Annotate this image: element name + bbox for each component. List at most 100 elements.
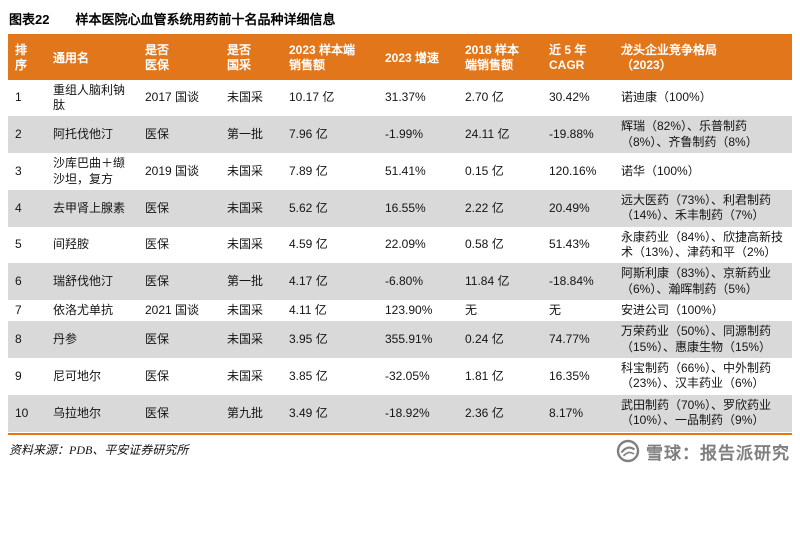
cell-procurement: 第一批 <box>227 127 264 142</box>
data-source: 资料来源：PDB、平安证券研究所 <box>9 442 189 457</box>
cell-insurance: 医保 <box>145 368 170 383</box>
cell-sales_2023: 3.95 亿 <box>289 332 328 347</box>
table-header-row: 排 序通用名 是否 医保 是否 国采 2023 样本端 销售额 2023 增速 2018 … <box>8 37 792 80</box>
table-row: 10 乌拉地尔 医保 第九批 3.49 亿 -18.92% 2.36 亿 8.17% 武田制药（… <box>8 394 792 432</box>
xueqiu-logo-icon <box>616 439 640 463</box>
cell-generic_name: 去甲肾上腺素 <box>53 200 126 215</box>
cell-competition: 辉瑞（82%）、乐普制药（8%）、齐鲁制药（8%） <box>621 119 758 149</box>
cell-sales_2018: 无 <box>465 303 478 318</box>
cell-growth_2023: 31.37% <box>385 90 426 105</box>
column-header-growth_2023: 2023 增速 <box>378 37 458 80</box>
cell-generic_name: 依洛尤单抗 <box>53 303 114 318</box>
cell-rank: 8 <box>15 332 22 347</box>
cell-cagr_5y: 74.77% <box>549 332 590 347</box>
cell-rank: 1 <box>15 90 22 105</box>
cell-generic_name: 丹参 <box>53 332 78 347</box>
cell-procurement: 未国采 <box>227 303 264 318</box>
cell-procurement: 未国采 <box>227 163 264 178</box>
cell-rank: 9 <box>15 368 22 383</box>
cell-competition: 诺迪康（100%） <box>621 90 712 105</box>
cell-cagr_5y: 20.49% <box>549 200 590 215</box>
cell-competition: 万荣药业（50%）、同源制药（15%）、惠康生物（15%） <box>621 324 772 354</box>
column-header-generic_name: 通用名 <box>46 37 138 80</box>
cell-sales_2023: 3.85 亿 <box>289 368 328 383</box>
cell-competition: 永康药业（84%）、欣捷高新技术（13%）、津药和平（2%） <box>621 229 784 259</box>
column-header-sales_2018: 2018 样本 端销售额 <box>458 37 542 80</box>
table-row: 3 沙库巴曲＋缬沙坦，复方 2019 国谈 未国采 7.89 亿 51.41% 0.15 亿… <box>8 153 792 190</box>
cell-rank: 6 <box>15 273 22 288</box>
cell-insurance: 医保 <box>145 405 170 420</box>
cell-generic_name: 瑞舒伐他汀 <box>53 273 114 288</box>
cell-growth_2023: 123.90% <box>385 303 433 318</box>
column-header-procurement: 是否 国采 <box>220 37 282 80</box>
cell-sales_2018: 0.58 亿 <box>465 237 504 252</box>
cell-competition: 诺华（100%） <box>621 163 700 178</box>
cell-cagr_5y: -19.88% <box>549 127 594 142</box>
cell-generic_name: 重组人脑利钠肽 <box>53 82 126 113</box>
table-row: 2 阿托伐他汀 医保 第一批 7.96 亿 -1.99% 24.11 亿 -19.88% 辉瑞（… <box>8 116 792 154</box>
cell-insurance: 医保 <box>145 273 170 288</box>
cell-competition: 科宝制药（66%）、中外制药（23%）、汉丰药业（6%） <box>621 361 772 391</box>
cell-sales_2023: 7.89 亿 <box>289 163 328 178</box>
table-row: 1 重组人脑利钠肽 2017 国谈 未国采 10.17 亿 31.37% 2.70 亿 30.… <box>8 79 792 117</box>
figure-title-text: 样本医院心血管系统用药前十名品种详细信息 <box>75 12 336 27</box>
cell-insurance: 医保 <box>145 200 170 215</box>
cell-generic_name: 阿托伐他汀 <box>53 127 114 142</box>
table-row: 9 尼可地尔 医保 未国采 3.85 亿 -32.05% 1.81 亿 16.35% 科宝制药（… <box>8 358 792 395</box>
cell-growth_2023: 16.55% <box>385 200 426 215</box>
cell-rank: 4 <box>15 200 22 215</box>
cell-insurance: 2017 国谈 <box>145 90 200 105</box>
cell-cagr_5y: 51.43% <box>549 237 590 252</box>
cell-growth_2023: -1.99% <box>385 127 424 142</box>
cell-insurance: 医保 <box>145 332 170 347</box>
cell-sales_2023: 4.17 亿 <box>289 273 328 288</box>
cell-competition: 远大医药（73%）、利君制药（14%）、禾丰制药（7%） <box>621 192 772 223</box>
cell-generic_name: 乌拉地尔 <box>53 405 102 420</box>
figure-title: 图表22 样本医院心血管系统用药前十名品种详细信息 <box>8 5 792 34</box>
table-row: 7 依洛尤单抗 2021 国谈 未国采 4.11 亿 123.90% 无 无 安进公司（100%… <box>8 300 792 322</box>
cell-competition: 阿斯利康（83%）、京新药业（6%）、瀚晖制药（5%） <box>621 266 772 296</box>
cell-sales_2018: 1.81 亿 <box>465 368 504 383</box>
cell-competition: 安进公司（100%） <box>621 303 724 318</box>
cell-rank: 10 <box>15 405 29 420</box>
cell-rank: 5 <box>15 237 22 252</box>
table-row: 5 间羟胺 医保 未国采 4.59 亿 22.09% 0.58 亿 51.43% 永康药业（84… <box>8 226 792 264</box>
cell-sales_2018: 11.84 亿 <box>465 273 510 288</box>
cell-generic_name: 间羟胺 <box>53 237 90 252</box>
cell-sales_2018: 2.36 亿 <box>465 405 504 420</box>
cell-insurance: 医保 <box>145 237 170 252</box>
table-row: 6 瑞舒伐他汀 医保 第一批 4.17 亿 -6.80% 11.84 亿 -18.84% 阿斯利… <box>8 263 792 301</box>
cell-cagr_5y: 无 <box>549 303 562 318</box>
cell-competition: 武田制药（70%）、罗欣药业（10%）、一品制药（9%） <box>621 397 772 428</box>
cell-growth_2023: -18.92% <box>385 405 430 420</box>
cell-rank: 2 <box>15 127 22 142</box>
column-header-competition: 龙头企业竞争格局 （2023） <box>614 37 792 80</box>
cell-sales_2018: 2.70 亿 <box>465 90 504 105</box>
cell-sales_2023: 4.59 亿 <box>289 237 328 252</box>
cell-cagr_5y: 30.42% <box>549 90 590 105</box>
cell-insurance: 医保 <box>145 127 170 142</box>
column-header-cagr_5y: 近 5 年 CAGR <box>542 37 614 80</box>
cell-cagr_5y: 120.16% <box>549 163 597 178</box>
cell-sales_2023: 5.62 亿 <box>289 200 328 215</box>
cell-sales_2018: 2.22 亿 <box>465 200 504 215</box>
cell-sales_2018: 0.15 亿 <box>465 163 504 178</box>
cell-sales_2018: 0.24 亿 <box>465 332 504 347</box>
cell-procurement: 未国采 <box>227 237 264 252</box>
watermark-text: 雪球：报告派研究 <box>646 443 790 463</box>
cell-rank: 7 <box>15 303 22 318</box>
title-divider <box>8 34 792 37</box>
cell-sales_2023: 10.17 亿 <box>289 90 335 105</box>
cell-procurement: 第九批 <box>227 405 264 420</box>
cell-growth_2023: -6.80% <box>385 273 424 288</box>
cell-procurement: 未国采 <box>227 368 264 383</box>
table-row: 8 丹参 医保 未国采 3.95 亿 355.91% 0.24 亿 74.77% 万荣药业（50… <box>8 321 792 359</box>
table-row: 4 去甲肾上腺素 医保 未国采 5.62 亿 16.55% 2.22 亿 20.49% 远大医药… <box>8 189 792 227</box>
cell-generic_name: 沙库巴曲＋缬沙坦，复方 <box>53 156 126 186</box>
cell-growth_2023: 355.91% <box>385 332 433 347</box>
cell-cagr_5y: 16.35% <box>549 368 590 383</box>
cell-generic_name: 尼可地尔 <box>53 368 102 383</box>
column-header-insurance: 是否 医保 <box>138 37 220 80</box>
cell-insurance: 2019 国谈 <box>145 163 200 178</box>
